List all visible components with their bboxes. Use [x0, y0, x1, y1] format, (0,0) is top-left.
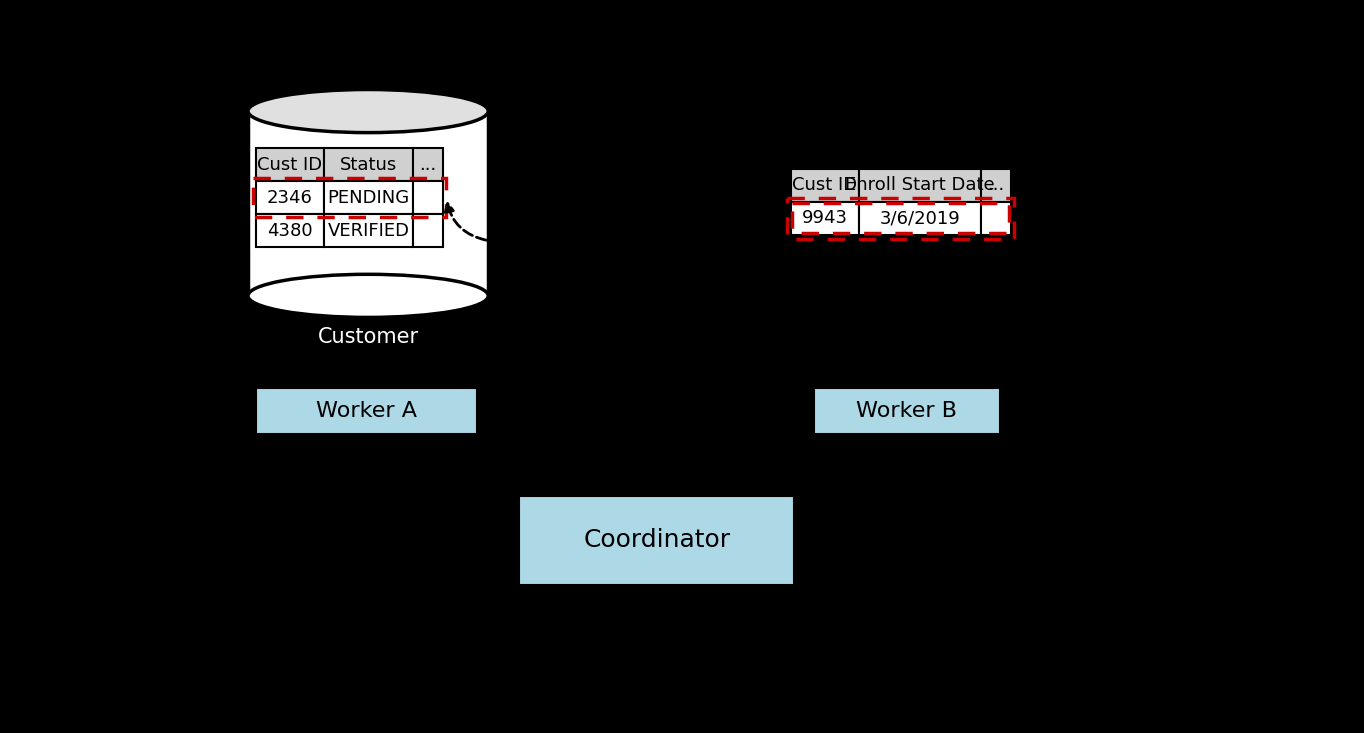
Bar [413, 181, 442, 214]
Text: Worker B: Worker B [857, 402, 958, 421]
Text: Worker A: Worker A [315, 402, 416, 421]
Bar [520, 496, 794, 585]
Bar [252, 178, 446, 217]
Bar [413, 214, 442, 247]
Bar [787, 198, 1015, 239]
Text: ...: ... [988, 177, 1004, 194]
Text: VERIFIED: VERIFIED [327, 222, 409, 240]
Ellipse shape [248, 274, 488, 317]
Ellipse shape [248, 89, 488, 133]
Text: Coordinator: Coordinator [584, 528, 730, 553]
Bar [325, 181, 413, 214]
Bar [256, 181, 325, 214]
Bar [256, 148, 325, 181]
Bar [248, 111, 488, 296]
Bar [792, 204, 1009, 234]
Bar [791, 202, 859, 235]
Bar [859, 202, 981, 235]
Text: ...: ... [419, 155, 436, 174]
Text: PENDING: PENDING [327, 188, 409, 207]
Bar [325, 214, 413, 247]
Text: 4380: 4380 [267, 222, 312, 240]
Text: Cust ID: Cust ID [792, 177, 857, 194]
Text: Status: Status [340, 155, 397, 174]
Text: 2346: 2346 [267, 188, 312, 207]
Bar [325, 148, 413, 181]
Text: Customer: Customer [318, 327, 419, 347]
Text: 3/6/2019: 3/6/2019 [880, 210, 960, 227]
Bar [814, 388, 1000, 435]
Text: Enroll Start Date: Enroll Start Date [846, 177, 994, 194]
Text: 9943: 9943 [802, 210, 847, 227]
Text: Cust ID: Cust ID [258, 155, 322, 174]
Bar [413, 148, 442, 181]
Bar [859, 169, 981, 202]
Bar [981, 169, 1011, 202]
Bar [256, 388, 476, 435]
Bar [981, 202, 1011, 235]
Bar [256, 214, 325, 247]
Bar [791, 169, 859, 202]
